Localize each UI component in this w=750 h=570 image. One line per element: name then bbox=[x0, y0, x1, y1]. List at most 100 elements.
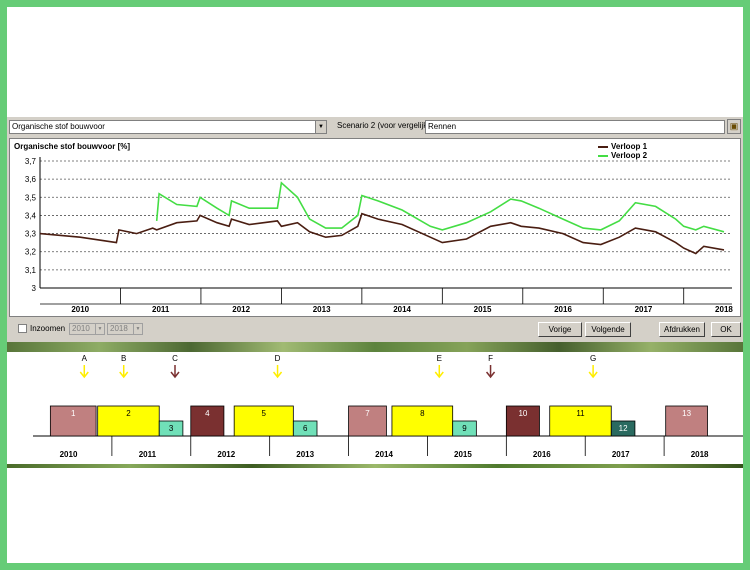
timeline-year-label: 2011 bbox=[139, 450, 157, 459]
crop-block bbox=[97, 405, 160, 437]
crop-block-label: 7 bbox=[365, 409, 370, 418]
crop-block bbox=[505, 405, 540, 437]
event-marker-label: E bbox=[437, 354, 442, 363]
crop-block bbox=[665, 405, 708, 437]
chart-legend: Verloop 1 Verloop 2 bbox=[598, 142, 647, 160]
chevron-down-icon[interactable]: ▼ bbox=[315, 121, 326, 133]
legend-item-1: Verloop 1 bbox=[598, 142, 647, 151]
x-tick-label: 2012 bbox=[232, 305, 250, 314]
down-arrow-icon bbox=[170, 371, 180, 379]
x-tick-label: 2015 bbox=[474, 305, 492, 314]
crop-block bbox=[610, 420, 636, 437]
crop-block-label: 10 bbox=[518, 409, 527, 418]
to-year-value: 2018 bbox=[110, 324, 128, 333]
y-tick-label: 3 bbox=[32, 284, 37, 293]
event-marker-label: A bbox=[82, 354, 88, 363]
legend-swatch-2 bbox=[598, 154, 608, 157]
x-tick-label: 2016 bbox=[554, 305, 572, 314]
event-marker-label: G bbox=[590, 354, 596, 363]
timeline-year-label: 2013 bbox=[296, 450, 314, 459]
x-tick-label: 2013 bbox=[313, 305, 331, 314]
ok-button[interactable]: OK bbox=[711, 322, 741, 337]
legend-label-2: Verloop 2 bbox=[611, 151, 648, 160]
chart-title: Organische stof bouwvoor [%] bbox=[14, 142, 131, 151]
grass-strip-top bbox=[7, 342, 743, 352]
crop-block-label: 1 bbox=[71, 409, 76, 418]
crop-block-label: 13 bbox=[682, 409, 691, 418]
timeline-year-label: 2018 bbox=[691, 450, 709, 459]
down-arrow-icon bbox=[272, 371, 283, 379]
variable-select[interactable]: Organische stof bouwvoor ▼ bbox=[9, 120, 327, 134]
crop-block-label: 11 bbox=[576, 409, 585, 418]
crop-block-label: 12 bbox=[619, 424, 628, 433]
legend-label-1: Verloop 1 bbox=[611, 142, 648, 151]
timeline-year-label: 2016 bbox=[533, 450, 551, 459]
y-tick-label: 3,5 bbox=[25, 193, 37, 202]
chart-svg: 3 3,1 3,2 3,3 3,4 3,5 3,6 3,7 2010 2011 2012 2013 20… bbox=[25, 157, 733, 314]
crop-block-label: 9 bbox=[462, 424, 467, 433]
grass-strip-bottom bbox=[7, 464, 743, 468]
scenario-input[interactable]: Rennen bbox=[425, 120, 725, 134]
series-line-2 bbox=[155, 181, 725, 233]
down-arrow-icon bbox=[588, 371, 598, 379]
from-year-value: 2010 bbox=[72, 324, 90, 333]
chevron-down-icon[interactable]: ▼ bbox=[95, 324, 104, 334]
variable-select-value: Organische stof bouwvoor bbox=[12, 122, 105, 131]
previous-button[interactable]: Vorige bbox=[538, 322, 582, 337]
x-tick-label: 2014 bbox=[393, 305, 411, 314]
x-tick-label: 2010 bbox=[71, 305, 89, 314]
chart-controls: Inzoomen 2010 ▼ - 2018 ▼ Vorige Volgende… bbox=[7, 319, 743, 339]
crop-block bbox=[452, 420, 477, 437]
zoom-label: Inzoomen bbox=[30, 324, 66, 333]
x-tick-label: 2018 bbox=[715, 305, 733, 314]
crop-block-label: 5 bbox=[262, 409, 267, 418]
crop-block bbox=[348, 405, 387, 437]
crop-block-label: 6 bbox=[303, 424, 308, 433]
event-marker-label: B bbox=[121, 354, 126, 363]
y-tick-label: 3,2 bbox=[25, 248, 37, 257]
timeline-year-label: 2010 bbox=[60, 450, 78, 459]
down-arrow-icon bbox=[485, 371, 496, 379]
timeline-year-label: 2017 bbox=[612, 450, 630, 459]
timeline-year-label: 2014 bbox=[375, 450, 393, 459]
crop-block bbox=[49, 405, 97, 437]
event-marker-label: D bbox=[275, 354, 281, 363]
y-tick-label: 3,1 bbox=[25, 266, 37, 275]
scenario-label: Scenario 2 (voor vergelijking): bbox=[337, 121, 443, 130]
crop-block bbox=[549, 405, 612, 437]
chevron-down-icon[interactable]: ▼ bbox=[133, 324, 142, 334]
series-line-1 bbox=[39, 212, 725, 255]
crop-block bbox=[233, 405, 294, 437]
event-marker-label: F bbox=[488, 354, 493, 363]
from-year-select[interactable]: 2010 ▼ bbox=[69, 323, 105, 335]
x-tick-label: 2017 bbox=[635, 305, 653, 314]
to-year-select[interactable]: 2018 ▼ bbox=[107, 323, 143, 335]
down-arrow-icon bbox=[79, 371, 89, 379]
crop-block bbox=[292, 420, 318, 437]
down-arrow-icon bbox=[434, 371, 444, 379]
crop-timeline: 2010 2011 2012 2013 2014 2015 2016 2017 2018 1 2 3 4… bbox=[7, 352, 743, 464]
y-tick-label: 3,4 bbox=[25, 211, 37, 220]
crop-block-label: 8 bbox=[420, 409, 425, 418]
line-chart: 3 3,1 3,2 3,3 3,4 3,5 3,6 3,7 2010 2011 2012 2013 20… bbox=[9, 138, 741, 317]
timeline-year-label: 2012 bbox=[217, 450, 235, 459]
x-tick-label: 2011 bbox=[152, 305, 170, 314]
y-tick-label: 3,3 bbox=[25, 230, 37, 239]
event-marker-label: C bbox=[172, 354, 178, 363]
legend-item-2: Verloop 2 bbox=[598, 151, 647, 160]
toolbar: Organische stof bouwvoor ▼ Scenario 2 (v… bbox=[7, 117, 743, 137]
crop-block-label: 3 bbox=[169, 424, 174, 433]
zoom-checkbox[interactable] bbox=[18, 324, 27, 333]
crop-block bbox=[190, 405, 225, 437]
print-button[interactable]: Afdrukken bbox=[659, 322, 705, 337]
crop-block bbox=[158, 420, 184, 437]
open-folder-icon[interactable]: ▣ bbox=[727, 119, 741, 134]
crop-block-label: 4 bbox=[205, 409, 210, 418]
crop-block-label: 2 bbox=[126, 409, 131, 418]
y-tick-label: 3,7 bbox=[25, 157, 37, 166]
timeline-year-label: 2015 bbox=[454, 450, 472, 459]
next-button[interactable]: Volgende bbox=[585, 322, 631, 337]
down-arrow-icon bbox=[119, 371, 129, 379]
y-tick-label: 3,6 bbox=[25, 175, 37, 184]
